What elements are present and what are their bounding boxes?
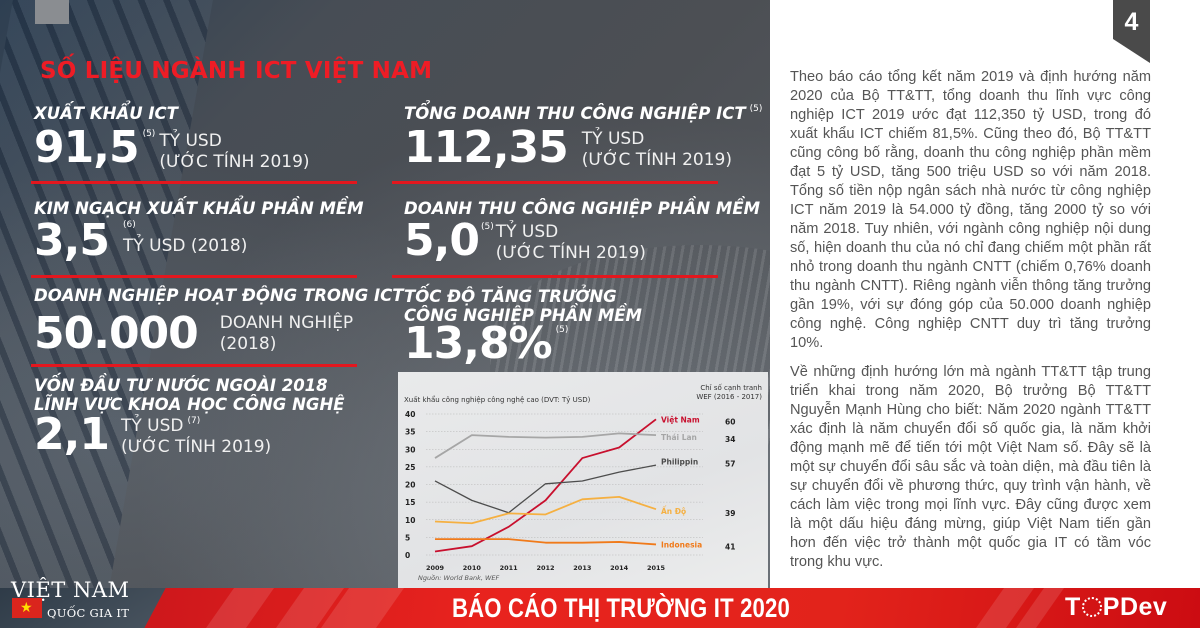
article-paragraph-1: Theo báo cáo tổng kết năm 2019 và định h…	[790, 69, 1151, 351]
stat-ref: (5)	[749, 104, 763, 114]
infographic-panel: SỐ LIỆU NGÀNH ICT VIỆT NAM XUẤT KHẨU ICT…	[0, 0, 770, 588]
logo-subtitle: QUỐC GIA IT	[47, 606, 130, 620]
stat-value: 2,1	[34, 409, 110, 460]
svg-text:25: 25	[405, 463, 415, 472]
stat-ref: (5)	[555, 325, 569, 335]
export-chart: Xuất khẩu công nghiệp công nghệ cao (DVT…	[398, 372, 768, 588]
topdev-logo: T PDev	[1065, 593, 1168, 621]
stat-software-growth: TỐC ĐỘ TĂNG TRƯỞNG CÔNG NGHIỆP PHẦN MỀM …	[404, 287, 642, 367]
vietnam-flag-icon: ★	[12, 598, 42, 618]
stat-unit-note: (ƯỚC TÍNH 2019)	[159, 152, 310, 172]
stat-value: 91,5	[34, 122, 140, 173]
stat-ref: (7)	[187, 416, 201, 426]
divider	[31, 275, 357, 278]
stat-unit: TỶ USD	[120, 416, 184, 436]
svg-text:Philippin: Philippin	[661, 458, 698, 467]
stat-unit: DOANH NGHIỆP	[219, 313, 354, 333]
svg-text:10: 10	[405, 516, 415, 525]
section-title: SỐ LIỆU NGÀNH ICT VIỆT NAM	[40, 58, 433, 84]
stat-fdi-tech: VỐN ĐẦU TƯ NƯỚC NGOÀI 2018 LĨNH VỰC KHOA…	[34, 376, 345, 458]
svg-text:Ấn Độ: Ấn Độ	[661, 506, 686, 516]
logo-title: VIỆT NAM	[11, 578, 130, 602]
stat-ref: (5)	[480, 222, 494, 232]
svg-text:2014: 2014	[610, 564, 629, 572]
stat-value: 5,0	[404, 215, 480, 266]
svg-text:Thái Lan: Thái Lan	[661, 433, 697, 442]
stat-unit-note: (ƯỚC TÍNH 2019)	[120, 437, 272, 457]
report-title: BÁO CÁO THỊ TRƯỜNG IT 2020	[452, 593, 790, 623]
stat-unit: TỶ USD	[581, 129, 645, 149]
svg-text:60: 60	[725, 417, 735, 426]
stat-unit-note: (2018)	[219, 334, 277, 354]
corner-decoration	[35, 0, 69, 24]
divider	[392, 181, 718, 184]
chart-side-title: Chỉ số cạnh tranh WEF (2016 - 2017)	[696, 384, 762, 401]
page-number: 4	[1124, 8, 1139, 36]
svg-text:5: 5	[405, 533, 410, 542]
page-number-tab: 4	[1113, 0, 1150, 63]
stat-label-line2: CÔNG NGHIỆP PHẦN MỀM	[404, 306, 642, 325]
svg-text:2010: 2010	[463, 564, 482, 572]
stat-label-line2: LĨNH VỰC KHOA HỌC CÔNG NGHỆ	[34, 395, 345, 414]
stat-label: KIM NGẠCH XUẤT KHẨU PHẦN MỀM	[34, 199, 364, 218]
divider	[392, 275, 718, 278]
stat-unit: TỶ USD	[495, 222, 559, 242]
stat-software-export: KIM NGẠCH XUẤT KHẨU PHẦN MỀM 3,5 (6) TỶ …	[34, 199, 364, 264]
article-paragraph-2: Về những định hướng lớn mà ngành TT&TT t…	[790, 364, 1151, 570]
svg-text:35: 35	[405, 428, 415, 437]
stat-label-line1: VỐN ĐẦU TƯ NƯỚC NGOÀI 2018	[34, 376, 328, 395]
svg-text:40: 40	[405, 410, 415, 419]
stat-software-revenue: DOANH THU CÔNG NGHIỆP PHẦN MỀM 5,0 (5) T…	[404, 199, 760, 264]
stat-ict-export: XUẤT KHẨU ICT 91,5 (5) TỶ USD (ƯỚC TÍNH …	[34, 104, 310, 173]
chart-source: Nguồn: World Bank, WEF	[418, 574, 500, 582]
article-panel: 4 Theo báo cáo tổng kết năm 2019 và định…	[770, 0, 1200, 588]
svg-text:2009: 2009	[426, 564, 445, 572]
stat-ict-enterprises: DOANH NGHIỆP HOẠT ĐỘNG TRONG ICT 50.000 …	[34, 286, 404, 357]
stat-label: DOANH THU CÔNG NGHIỆP PHẦN MỀM	[404, 199, 761, 218]
stat-unit: TỶ USD (2018)	[122, 236, 248, 256]
stat-ict-revenue: TỔNG DOANH THU CÔNG NGHIỆP ICT (5) 112,3…	[404, 104, 766, 171]
stat-ref: (6)	[122, 220, 136, 230]
stat-label: DOANH NGHIỆP HOẠT ĐỘNG TRONG ICT	[34, 286, 404, 305]
svg-text:2011: 2011	[500, 564, 519, 572]
svg-text:30: 30	[405, 445, 415, 454]
svg-text:15: 15	[405, 498, 415, 507]
svg-text:0: 0	[405, 551, 410, 560]
globe-icon	[1081, 597, 1102, 617]
stat-unit-note: (ƯỚC TÍNH 2019)	[495, 243, 646, 263]
stat-unit-note: (ƯỚC TÍNH 2019)	[581, 150, 733, 170]
divider	[31, 364, 357, 367]
stat-value: 50.000	[34, 308, 199, 359]
stat-value: 3,5	[34, 215, 110, 266]
chart-title: Xuất khẩu công nghiệp công nghệ cao (DVT…	[404, 396, 591, 404]
svg-text:41: 41	[725, 542, 735, 551]
stat-label: TỔNG DOANH THU CÔNG NGHIỆP ICT	[404, 104, 746, 123]
stat-label-line1: TỐC ĐỘ TĂNG TRƯỞNG	[404, 287, 617, 306]
footer-banner	[0, 588, 1200, 628]
stat-value: 112,35	[404, 122, 569, 173]
svg-text:20: 20	[405, 481, 415, 490]
stat-ref: (5)	[142, 129, 156, 139]
stat-label: XUẤT KHẨU ICT	[34, 104, 178, 123]
svg-text:2013: 2013	[573, 564, 591, 572]
svg-text:2015: 2015	[647, 564, 666, 572]
svg-text:39: 39	[725, 509, 735, 518]
stat-value: 13,8%	[404, 318, 553, 369]
svg-text:34: 34	[725, 435, 735, 444]
svg-text:57: 57	[725, 460, 735, 469]
svg-text:Indonesia: Indonesia	[661, 540, 702, 549]
svg-text:Việt Nam: Việt Nam	[661, 415, 700, 424]
svg-text:2012: 2012	[536, 564, 554, 572]
stat-unit: TỶ USD	[159, 131, 222, 151]
divider	[31, 181, 357, 184]
